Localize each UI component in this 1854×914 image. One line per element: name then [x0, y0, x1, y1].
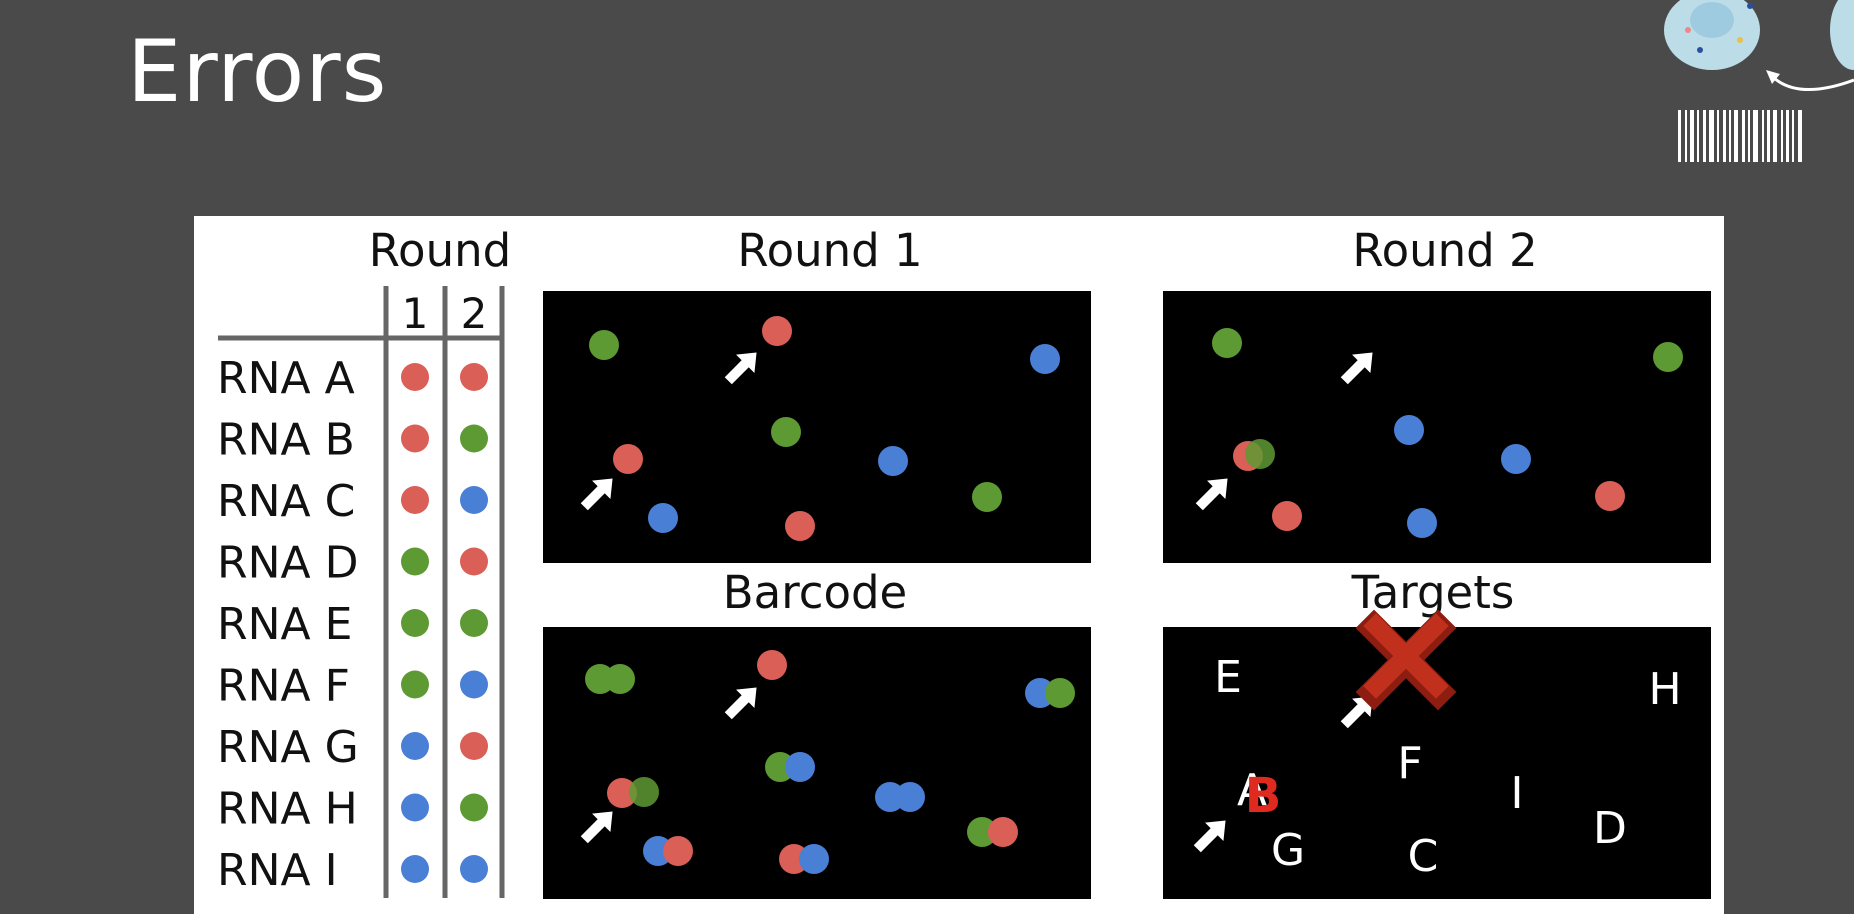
table-row-label: RNA F: [217, 661, 350, 712]
round1-dot: [401, 793, 429, 822]
round1-dot: [401, 609, 429, 637]
target-letter-g: G: [1271, 825, 1305, 876]
spot: [771, 417, 801, 447]
round2-dot: [460, 670, 488, 699]
error-cross-icon: [1355, 609, 1457, 711]
round1-dot: [401, 670, 429, 699]
spot: [799, 844, 829, 874]
table-row-label: RNA I: [217, 845, 338, 896]
spot: [1212, 328, 1242, 358]
spot: [878, 446, 908, 476]
round2-dot: [460, 486, 488, 514]
table-row-label: RNA H: [217, 784, 358, 835]
round1-dot: [401, 486, 429, 514]
spot: [629, 777, 659, 807]
target-letter-d: D: [1593, 803, 1627, 854]
panel-title-round1: Round 1: [737, 224, 922, 277]
round-label-2: 2: [461, 289, 488, 338]
round-label-1: 1: [402, 289, 429, 338]
spot: [895, 782, 925, 812]
panel-title-round2: Round 2: [1352, 224, 1537, 277]
table-row-label: RNA C: [217, 476, 355, 527]
pointer-arrow-icon: [580, 811, 613, 844]
pointer-arrow-icon: [1193, 820, 1226, 853]
table-row-label: RNA A: [217, 353, 355, 404]
spot: [762, 316, 792, 346]
cell-barcode-logo-icon: [1664, 0, 1854, 162]
spot: [972, 482, 1002, 512]
panel-targets: [1163, 627, 1711, 899]
spot: [1501, 444, 1531, 474]
spot: [1030, 344, 1060, 374]
spot: [1045, 678, 1075, 708]
spot: [613, 444, 643, 474]
round1-dot: [401, 732, 429, 760]
round2-dot: [460, 547, 488, 576]
pointer-arrow-icon: [1195, 478, 1228, 511]
table-row-label: RNA D: [217, 538, 358, 589]
target-letter-e: E: [1214, 652, 1242, 703]
spot: [663, 836, 693, 866]
pointer-arrow-icon: [724, 352, 757, 385]
spot: [607, 778, 637, 808]
spot: [589, 330, 619, 360]
spot: [605, 664, 635, 694]
round2-dot: [460, 855, 488, 883]
pointer-arrow-icon: [724, 687, 757, 720]
round1-dot: [401, 363, 429, 391]
slide-title: Errors: [127, 22, 388, 122]
target-letter-h: H: [1648, 664, 1681, 715]
round2-dot: [460, 363, 488, 391]
spot: [785, 511, 815, 541]
spot: [1394, 415, 1424, 445]
target-letter-c: C: [1408, 831, 1439, 882]
panel-title-targets: Targets: [1351, 566, 1515, 619]
spot: [1407, 508, 1437, 538]
spot: [988, 817, 1018, 847]
spot: [1245, 439, 1275, 469]
spot: [757, 650, 787, 680]
spot: [967, 817, 997, 847]
target-letter-f: F: [1397, 738, 1422, 789]
table-row-label: RNA G: [217, 722, 359, 773]
round2-dot: [460, 793, 488, 822]
panel-round2: [1163, 291, 1711, 563]
panel-round1: [543, 291, 1091, 563]
target-letter-i: I: [1511, 768, 1524, 819]
spot: [785, 752, 815, 782]
table-header-round: Round: [369, 224, 511, 277]
pointer-arrow-icon: [580, 478, 613, 511]
pointer-arrow-icon: [1340, 352, 1373, 385]
table-row-label: RNA B: [217, 415, 355, 466]
spot: [1653, 342, 1683, 372]
target-letter-b: B: [1245, 768, 1282, 824]
round2-dot: [460, 424, 488, 453]
spot: [1595, 481, 1625, 511]
table-row-label: RNA E: [217, 599, 352, 650]
round2-dot: [460, 609, 488, 637]
round2-dot: [460, 732, 488, 760]
round1-dot: [401, 855, 429, 883]
panel-title-barcode: Barcode: [723, 566, 907, 619]
target-letter-a: A: [1237, 765, 1267, 816]
spot: [1272, 501, 1302, 531]
spot: [648, 503, 678, 533]
round1-dot: [401, 424, 429, 453]
round1-dot: [401, 547, 429, 576]
